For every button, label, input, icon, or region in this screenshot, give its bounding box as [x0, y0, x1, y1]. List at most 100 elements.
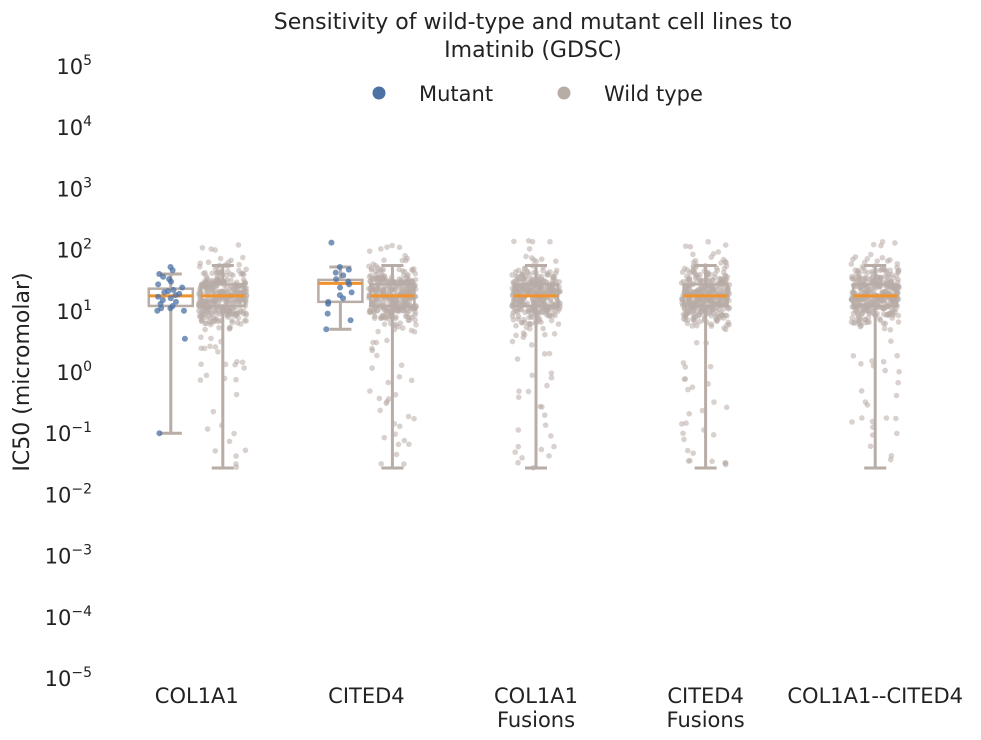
y-tick-label: 102 [56, 237, 92, 263]
category-2-wild-type-point [384, 337, 390, 344]
category-3-wild-type-point [515, 443, 522, 450]
category-5-wild-type-point [867, 443, 874, 450]
category-4-wild-type-point [695, 296, 702, 303]
category-4-wild-type-point [689, 323, 696, 329]
category-5-wild-type-point [884, 258, 891, 264]
category-4-wild-type-point [726, 321, 732, 328]
category-4-wild-type-point [699, 407, 706, 414]
category-2-mutant-point [337, 284, 344, 291]
category-5-wild-type-point [874, 258, 881, 264]
category-4-wild-type-point [709, 285, 716, 292]
category-5-wild-type-point [849, 419, 855, 425]
category-2-wild-type-point [368, 266, 375, 272]
category-4-wild-type-point [690, 450, 696, 456]
category-1-wild-type-point [237, 296, 244, 303]
plot-area [147, 237, 902, 471]
category-4-wild-type-point [712, 270, 718, 277]
category-1-wild-type-point [243, 318, 249, 324]
category-4-wild-type-point [682, 376, 689, 382]
legend-marker-mutant [372, 86, 386, 100]
category-3-wild-type-point [538, 319, 544, 326]
category-1-wild-type-point [226, 438, 233, 445]
category-5-wild-type-point [857, 286, 864, 293]
category-3-wild-type-point [547, 238, 553, 245]
category-5-wild-type-point [862, 274, 869, 281]
category-1-wild-type-point [203, 372, 210, 379]
y-axis-label: IC50 (micromolar) [10, 272, 35, 471]
category-1-wild-type-point [208, 335, 214, 342]
category-3-wild-type-point [545, 288, 551, 295]
category-2-wild-type-point [392, 391, 399, 398]
category-5-wild-type-point [860, 306, 867, 312]
category-1-mutant-point [155, 293, 162, 300]
category-3-wild-type-point [540, 267, 546, 274]
category-5-wild-type-point [851, 320, 858, 326]
category-3-wild-type-point [540, 325, 546, 332]
category-2-wild-type-point [393, 314, 399, 320]
category-1-mutant-point [167, 278, 174, 285]
y-tick-label: 10−2 [45, 481, 92, 507]
category-3-wild-type-point [553, 270, 559, 277]
category-2-mutant-box [317, 278, 364, 304]
chart-title-line1: Sensitivity of wild-type and mutant cell… [274, 10, 793, 35]
category-2-wild-type-point [383, 400, 390, 407]
category-4-wild-type-point [716, 313, 722, 320]
category-1-wild-type-point [200, 270, 207, 277]
category-4-wild-type-point [687, 243, 694, 250]
category-4-wild-type-point [682, 243, 689, 249]
category-1-wild-type-point [235, 315, 242, 321]
category-1-wild-type-point [208, 319, 214, 326]
category-5-wild-type-point [858, 388, 865, 394]
category-2-wild-type-point [374, 352, 380, 359]
category-3-wild-type-point [515, 267, 522, 274]
y-tick-label: 10−4 [45, 604, 92, 630]
category-3-wild-type-point [525, 388, 532, 395]
x-tick-label: COL1A1 [494, 684, 578, 708]
category-3-wild-type-point [546, 350, 553, 357]
category-3-wild-type-point [520, 330, 527, 336]
category-5-wild-type-point [850, 310, 857, 317]
category-1-wild-type-point [199, 245, 206, 251]
category-5-wild-type-point [882, 320, 889, 327]
category-1-wild-type-point [242, 447, 249, 454]
category-3-wild-type-point [548, 433, 554, 439]
category-5-wild-type-point [877, 316, 883, 322]
category-3-wild-type-point [524, 300, 531, 306]
category-1-wild-type-point [228, 277, 234, 284]
legend-label-mutant: Mutant [419, 82, 493, 106]
category-4-wild-type-point [700, 287, 707, 294]
y-tick-label: 104 [56, 114, 92, 140]
category-2-wild-type-point [370, 261, 377, 267]
category-4-wild-type-point [721, 265, 728, 272]
category-2-wild-type-point [378, 460, 384, 467]
category-5-wild-type-point [878, 242, 884, 249]
category-4-wild-type-point [709, 277, 715, 283]
category-1-wild-type-point [205, 259, 212, 266]
category-3-wild-type-point [521, 276, 527, 283]
category-3-wild-type-point [536, 285, 542, 292]
category-1-wild-type-point [207, 343, 213, 350]
category-2-wild-type-point [389, 242, 395, 249]
category-4-wild-type-point [722, 326, 729, 333]
category-5-wild-type-point [868, 251, 874, 258]
category-5-wild-type-point [880, 358, 887, 365]
category-1-wild-type-point [225, 312, 231, 319]
y-tick-label: 10−1 [45, 420, 92, 446]
category-5-wild-type-point [892, 306, 899, 313]
category-1-wild-type-point [204, 426, 211, 432]
category-3-wild-type-point [519, 455, 525, 461]
category-4-wild-type-point [692, 289, 698, 295]
category-2-wild-type-point [381, 312, 388, 319]
category-2-wild-type-point [396, 244, 403, 251]
category-1-wild-type-point [233, 461, 239, 467]
category-3-wild-type-point [544, 382, 550, 389]
category-2-mutant-point [336, 263, 343, 270]
category-3-wild-type-point [528, 342, 535, 348]
category-1-wild-type-point [233, 453, 239, 459]
x-tick-label: CITED4 [667, 684, 743, 708]
category-3-wild-type-point [529, 238, 536, 245]
category-2-wild-type-point [369, 345, 375, 352]
category-2-wild-type-point [395, 441, 402, 448]
category-1-mutant-point [179, 284, 186, 291]
